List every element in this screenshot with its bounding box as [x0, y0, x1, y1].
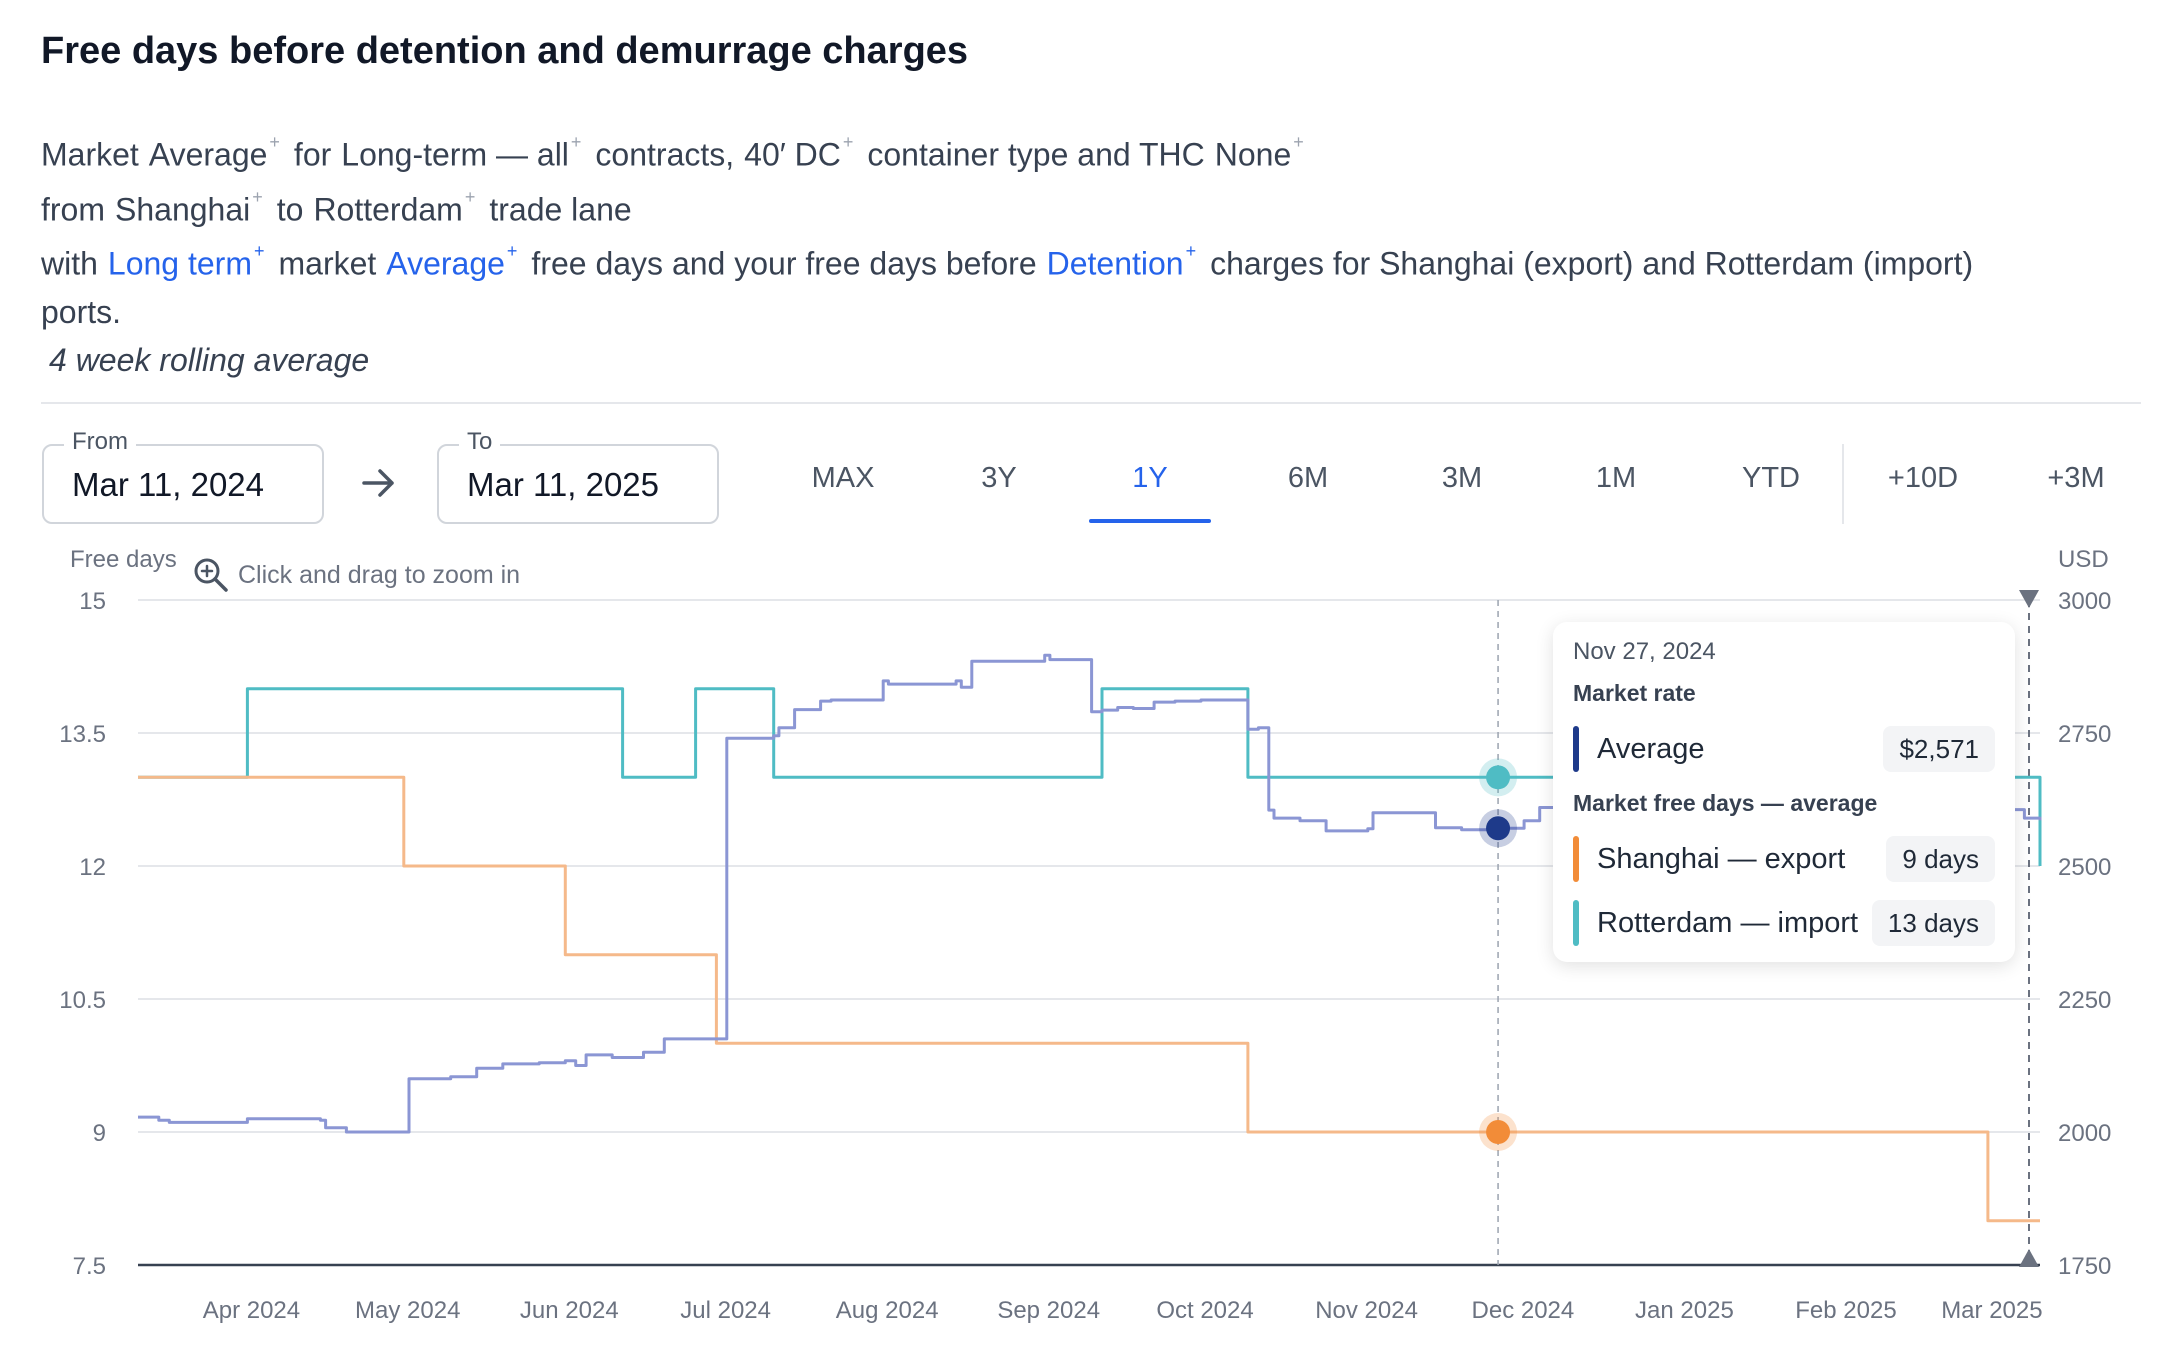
average-value: $2,571: [1883, 726, 1995, 772]
plus-icon: +: [252, 186, 263, 207]
tooltip-section-days: Market free days — average: [1573, 790, 1878, 816]
range-6m-button[interactable]: 6M: [1287, 462, 1329, 494]
origin-selector[interactable]: Shanghai: [115, 191, 251, 228]
plus-icon: +: [464, 186, 476, 207]
plus-icon: +: [1185, 241, 1197, 262]
plus-icon: +: [506, 241, 518, 262]
x-tick-label: Aug 2024: [836, 1297, 939, 1324]
left-axis-title: Free days: [70, 546, 177, 573]
right-axis-title: USD: [2058, 546, 2109, 573]
chart-description: Market Average + for Long-term — all + contrac…: [41, 124, 2141, 384]
x-tick-label: Jul 2024: [680, 1297, 771, 1324]
market-average-selector[interactable]: Average: [386, 245, 505, 282]
extend-10d-button[interactable]: +10D: [1887, 462, 1959, 494]
rolling-average-note: 4 week rolling average: [49, 341, 370, 378]
y2-tick-label: 2250: [2058, 987, 2111, 1014]
y-tick-label: 10.5: [59, 987, 106, 1014]
zoom-in-icon: [194, 558, 228, 592]
y2-tick-label: 2000: [2058, 1120, 2111, 1147]
chart-title: Free days before detention and demurrage…: [41, 30, 969, 72]
x-tick-label: Sep 2024: [997, 1297, 1100, 1324]
range-3y-button[interactable]: 3Y: [981, 462, 1017, 494]
plus-icon: +: [570, 132, 582, 152]
market-selector[interactable]: Market: [41, 136, 139, 173]
extend-3m-button[interactable]: +3M: [2047, 462, 2105, 494]
shanghai-export-line: [138, 775, 2040, 1223]
x-tick-label: Apr 2024: [203, 1297, 300, 1324]
thc-selector[interactable]: None: [1214, 136, 1292, 173]
arrow-right-icon: [362, 469, 394, 497]
shanghai-swatch: [1573, 836, 1579, 882]
divider: [41, 402, 2141, 404]
rotterdam-import-line: [138, 687, 2042, 866]
x-tick-label: May 2024: [355, 1297, 460, 1324]
average-point-marker: [1486, 816, 1511, 841]
zoom-hint: Click and drag to zoom in: [192, 556, 520, 594]
y2-tick-label: 2500: [2058, 854, 2111, 881]
market-average-rate-line: [138, 653, 2042, 1134]
x-tick-label: Oct 2024: [1156, 1297, 1253, 1324]
x-tick-label: Mar 2025: [1941, 1297, 2042, 1324]
x-tick-label: Dec 2024: [1472, 1297, 1575, 1324]
x-tick-label: Feb 2025: [1795, 1297, 1896, 1324]
y-tick-label: 13.5: [59, 721, 106, 748]
y2-tick-label: 2750: [2058, 721, 2111, 748]
x-tick-label: Jun 2024: [520, 1297, 619, 1324]
y-tick-label: 9: [93, 1120, 106, 1147]
container-type-selector[interactable]: 40′ DC: [744, 136, 841, 173]
destination-selector[interactable]: Rotterdam: [313, 191, 463, 228]
range-max-button[interactable]: MAX: [811, 462, 875, 494]
x-tick-label: Nov 2024: [1315, 1297, 1418, 1324]
rotterdam-point-marker: [1486, 765, 1511, 790]
tooltip-row-average: Average $2,571: [1573, 726, 1995, 772]
from-date-value: Mar 11, 2024: [72, 466, 265, 503]
contract-type-selector[interactable]: Long-term — all: [341, 136, 569, 173]
x-tick-label: Jan 2025: [1635, 1297, 1734, 1324]
plus-icon: +: [253, 241, 265, 262]
shanghai-value: 9 days: [1886, 836, 1995, 882]
plus-icon: +: [269, 132, 280, 152]
charge-type-selector[interactable]: Detention: [1046, 245, 1184, 282]
active-range-indicator: [1089, 519, 1211, 523]
shanghai-point-marker: [1486, 1120, 1511, 1144]
y2-tick-label: 1750: [2058, 1253, 2111, 1280]
y-tick-label: 7.5: [73, 1253, 106, 1280]
tooltip-row-rotterdam: Rotterdam — import 13 days: [1573, 900, 1995, 946]
plus-icon: +: [1293, 132, 1304, 152]
from-date-field[interactable]: From Mar 11, 2024: [42, 428, 324, 524]
tooltip-section-rate: Market rate: [1573, 680, 1696, 706]
range-separator: [1842, 444, 1844, 524]
to-date-label: To: [459, 428, 501, 456]
to-date-value: Mar 11, 2025: [467, 466, 660, 503]
tooltip-row-shanghai: Shanghai — export 9 days: [1573, 836, 1995, 882]
chart-tooltip: Nov 27, 2024 Market rate Average $2,571 …: [1553, 622, 2015, 962]
y2-tick-label: 3000: [2058, 588, 2111, 615]
y-tick-label: 12: [79, 854, 106, 881]
rotterdam-swatch: [1573, 900, 1579, 946]
to-date-field[interactable]: To Mar 11, 2025: [437, 428, 719, 524]
range-1m-button[interactable]: 1M: [1595, 462, 1637, 494]
from-date-label: From: [64, 428, 136, 456]
average-swatch: [1573, 726, 1579, 772]
range-1y-button[interactable]: 1Y: [1132, 462, 1168, 494]
range-3m-button[interactable]: 3M: [1441, 462, 1483, 494]
term-selector[interactable]: Long term: [107, 245, 252, 282]
plus-icon: +: [842, 132, 854, 152]
zoom-hint-text: Click and drag to zoom in: [238, 560, 521, 589]
range-ytd-button[interactable]: YTD: [1742, 462, 1800, 494]
tooltip-date: Nov 27, 2024: [1573, 638, 1716, 665]
average-selector[interactable]: Average: [148, 136, 268, 173]
range-end-top-marker: [2019, 590, 2039, 608]
y-tick-label: 15: [79, 588, 106, 615]
range-end-bottom-marker: [2019, 1249, 2039, 1267]
rotterdam-value: 13 days: [1871, 900, 1995, 946]
